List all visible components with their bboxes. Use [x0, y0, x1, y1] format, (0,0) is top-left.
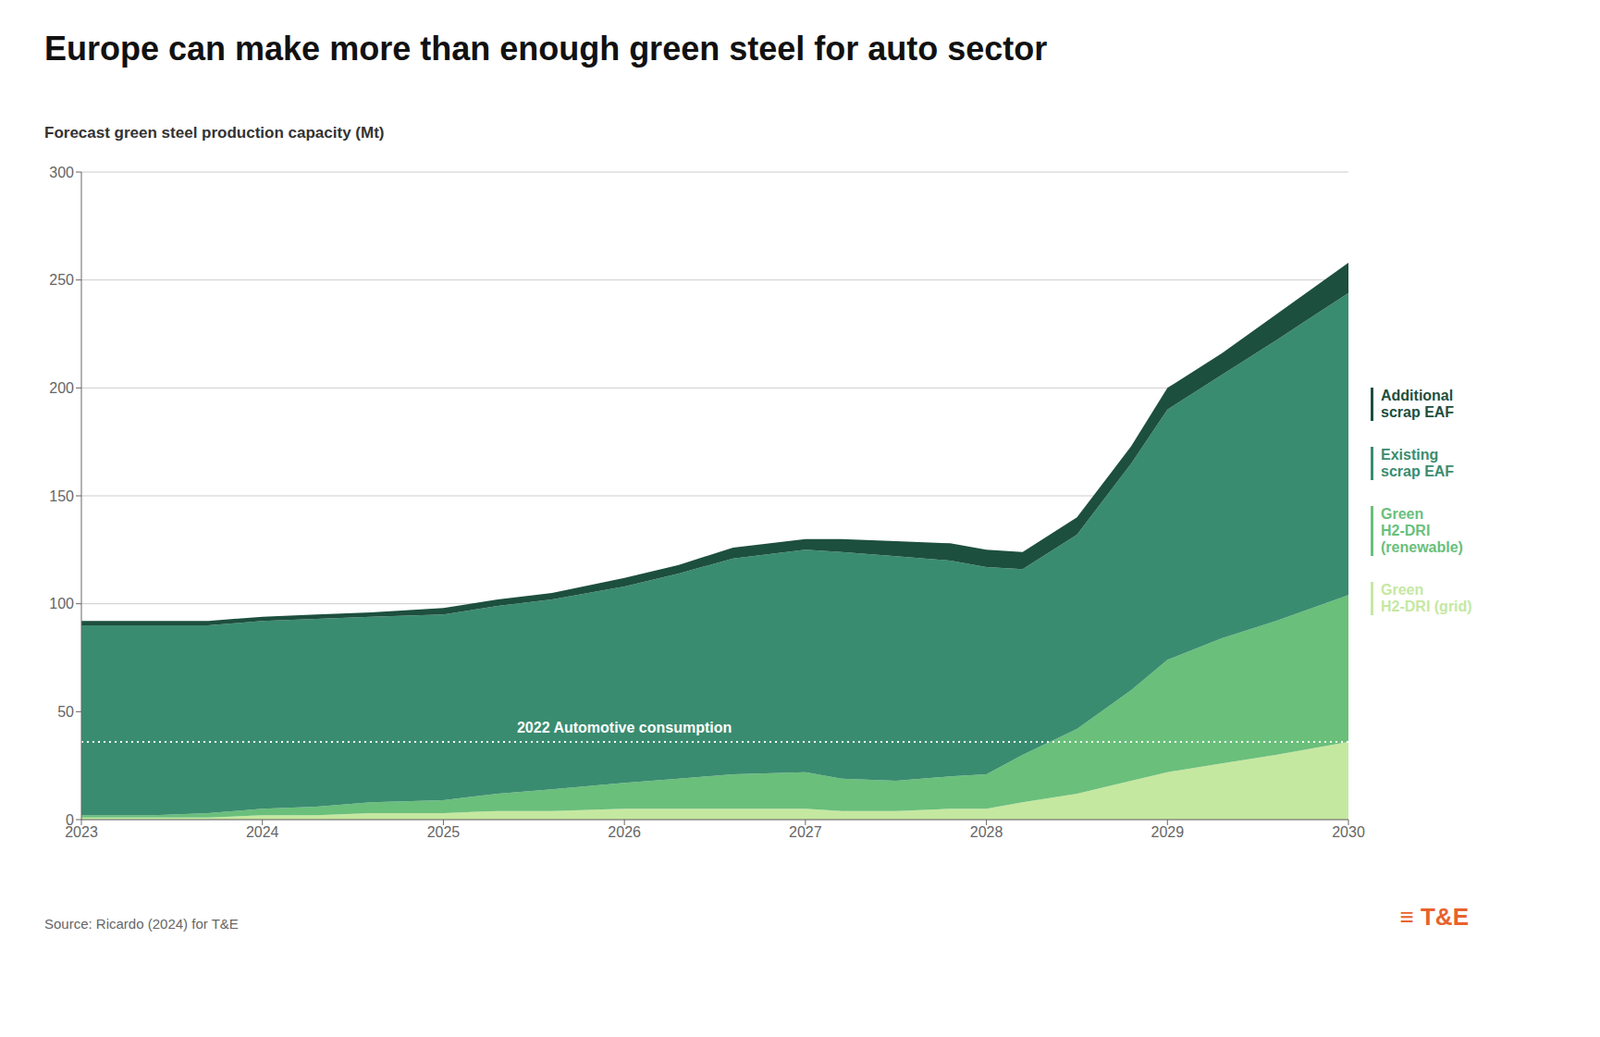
svg-text:2022 Automotive consumption: 2022 Automotive consumption	[516, 719, 732, 736]
html-text:H2-DRI (grid): H2-DRI (grid)	[1380, 598, 1473, 615]
html-text:H2-DRI: H2-DRI	[1380, 522, 1431, 539]
html-text:Source: Ricardo (2024) for T&E: Source: Ricardo (2024) for T&E	[44, 915, 239, 932]
svg-text:300: 300	[49, 164, 74, 181]
svg-text:2027: 2027	[788, 824, 823, 840]
html-text:Green: Green	[1380, 581, 1424, 598]
html-text:scrap EAF: scrap EAF	[1380, 463, 1454, 480]
svg-text:2029: 2029	[1150, 824, 1184, 840]
html-text:Europe can make more than enou: Europe can make more than enough green s…	[44, 29, 1048, 68]
svg-text:50: 50	[57, 703, 74, 720]
svg-text:2030: 2030	[1331, 824, 1366, 840]
svg-text:2023: 2023	[64, 824, 98, 841]
svg-text:2028: 2028	[970, 824, 1004, 840]
html-text:Forecast green steel productio: Forecast green steel production capacity…	[44, 123, 385, 142]
svg-text:2026: 2026	[607, 824, 641, 840]
html-text:≡ T&E: ≡ T&E	[1399, 902, 1469, 931]
html-text:scrap EAF: scrap EAF	[1380, 404, 1454, 420]
html-text:Green: Green	[1380, 505, 1424, 522]
html-text:Additional: Additional	[1380, 387, 1454, 404]
svg-text:250: 250	[49, 271, 74, 288]
svg-text:0: 0	[65, 812, 74, 828]
html-text:Existing: Existing	[1380, 446, 1439, 463]
svg-text:2024: 2024	[246, 824, 280, 840]
svg-text:200: 200	[49, 380, 74, 396]
svg-text:2025: 2025	[427, 824, 461, 840]
svg-text:150: 150	[49, 488, 74, 505]
html-text:(renewable): (renewable)	[1380, 539, 1464, 555]
svg-text:100: 100	[49, 595, 74, 612]
